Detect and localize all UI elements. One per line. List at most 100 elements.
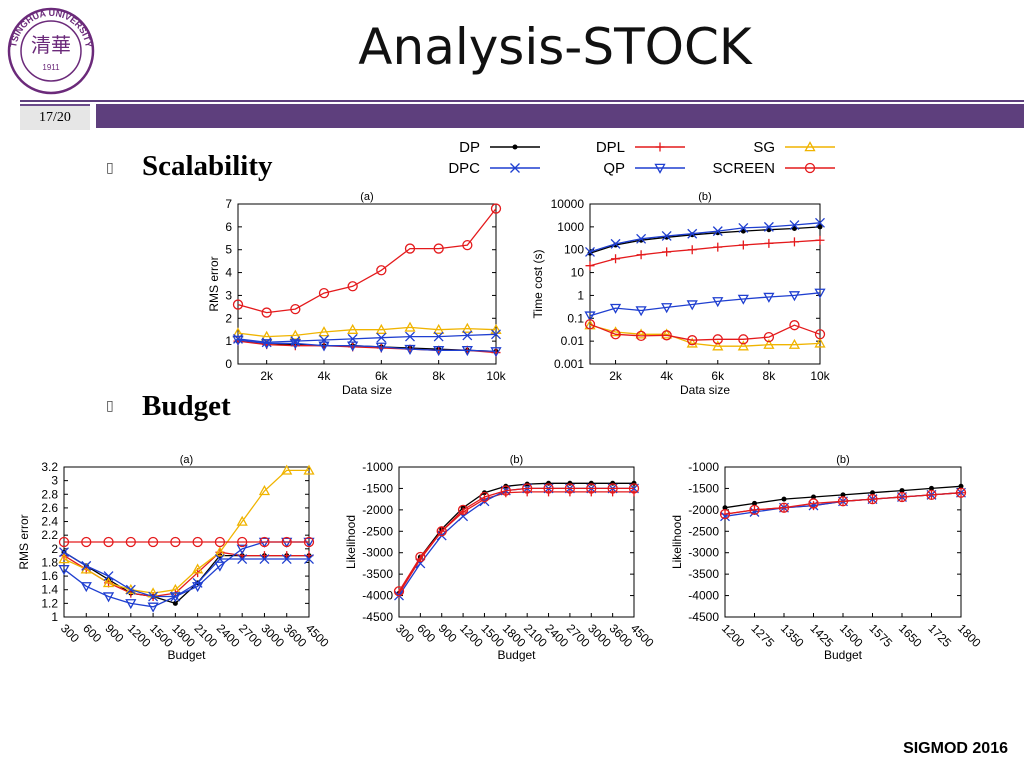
y-tick-label: 1 [225,334,232,348]
data-point [192,582,204,593]
x-tick-label: 2400 [214,621,243,650]
data-point [662,247,672,257]
y-tick-label: -3500 [688,567,719,581]
university-logo: TSINGHUA UNIVERSITY 清華 1911 [7,7,95,95]
data-point [749,507,760,517]
data-point [636,233,647,244]
data-point [585,261,595,271]
series-dpl [585,235,825,271]
data-point [318,326,330,337]
data-point [103,571,114,582]
legend-marker [804,141,816,152]
x-tick-label: 1425 [807,621,836,650]
series-dp [396,480,637,596]
data-point [522,483,533,494]
header-rule [20,100,1024,102]
series-line [237,326,497,338]
data-point [192,536,203,548]
series-dp [722,483,964,511]
x-tick-label: 1200 [125,621,154,650]
data-point [763,221,774,232]
data-point [281,554,292,565]
series-screen [58,536,315,548]
data-point [926,489,937,501]
series-dpc [585,217,825,257]
legend-label: QP [603,160,625,177]
data-point [687,228,698,239]
series-line [589,239,821,267]
header-bar [96,104,1024,128]
data-point [687,335,698,346]
chart-title: (b) [836,454,849,466]
bullet-mark: ▯ [106,160,114,176]
data-point [636,250,646,260]
y-tick-label: 2.2 [41,528,58,542]
y-tick-label: 0.001 [554,357,584,371]
chart-bud-a: 11.21.41.61.822.22.42.62.833.23006009001… [17,454,332,662]
data-point [290,303,301,315]
data-point [404,344,416,355]
chart-title: (b) [510,454,523,466]
x-tick-label: 900 [102,621,126,645]
y-tick-label: 0.01 [561,334,585,348]
data-point [837,496,849,507]
data-point [461,346,473,357]
data-point [712,340,724,351]
x-tick-label: 8k [432,369,446,383]
bullet-scalability: Scalability [142,150,273,182]
y-tick-label: 3.2 [41,460,58,474]
x-tick-label: 6k [375,369,389,383]
data-point [564,483,576,494]
y-tick-label: 100 [564,243,584,257]
data-point [661,330,672,341]
logo-glyph: 清華 [31,34,71,57]
data-point [867,493,878,505]
data-point [490,347,502,358]
legend: DP DPL SG DPC QP SCREEN [448,139,835,177]
x-tick-label: 10k [810,369,830,383]
data-point [289,339,301,350]
data-point [214,561,226,572]
data-point [148,591,159,602]
plot-frame [237,203,497,365]
x-tick-label: 300 [58,621,82,645]
data-point [781,496,787,502]
y-tick-label: -1000 [688,460,719,474]
data-point [232,335,244,346]
y-tick-label: -4000 [688,589,719,603]
x-tick-label: 2k [609,369,623,383]
data-point [214,546,226,557]
x-tick-label: 10k [486,369,506,383]
series-screen [393,483,640,597]
legend-marker [512,144,518,150]
data-point [752,500,757,506]
series-line [63,551,309,598]
x-axis-label: Data size [680,383,730,397]
data-point [147,602,159,613]
data-point [789,220,800,231]
data-point [303,536,315,548]
data-point [737,340,749,351]
y-tick-label: -3000 [688,546,719,560]
data-point [58,536,70,548]
x-tick-label: 1350 [778,621,807,650]
data-point [236,544,248,555]
x-tick-label: 4k [318,369,332,383]
series-line [398,482,634,594]
x-tick-label: 8k [763,369,777,383]
data-point [611,254,621,264]
data-point [490,203,502,214]
data-point [815,235,825,245]
data-point [811,494,816,500]
data-point [237,554,248,565]
data-point [808,498,819,509]
data-point [763,338,775,349]
series-dp [587,224,823,256]
series-line [398,487,634,592]
data-point [635,330,647,342]
data-point [788,338,801,349]
y-tick-label: -2000 [688,503,719,517]
data-point [686,337,698,348]
data-point [687,245,697,255]
data-point [585,246,595,257]
